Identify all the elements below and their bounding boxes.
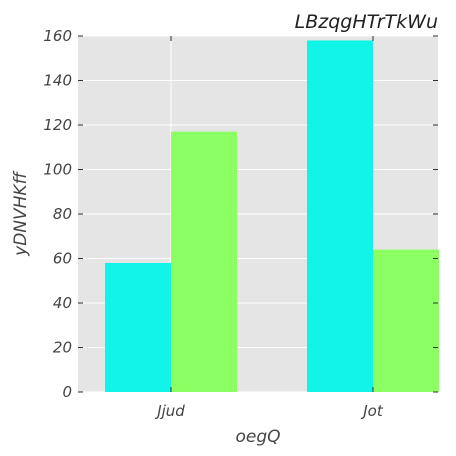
y-axis-label: yDNVHKff: [11, 170, 31, 256]
x-tick-label: Jot: [360, 402, 384, 420]
y-tick-label: 140: [43, 72, 72, 90]
y-tick-label: 160: [43, 27, 72, 45]
x-tick-label: Jjud: [154, 402, 185, 420]
chart-title: LBzqgHTrTkWu: [295, 11, 438, 33]
bar-series-2-jjud: [171, 131, 237, 393]
y-tick-label: 0: [62, 383, 72, 401]
bar-series-2-jot: [373, 249, 439, 392]
bar-series-1-jjud: [105, 262, 171, 392]
y-tick-label: 40: [53, 294, 72, 312]
y-tick-label: 60: [53, 250, 72, 268]
bars: [105, 40, 439, 393]
bar-series-1-jot: [307, 40, 373, 392]
y-tick-label: 20: [53, 339, 72, 357]
axes: 0 20 40 60 80 100 120 140 160 Jjud Jot: [43, 27, 438, 420]
y-tick-label: 100: [43, 161, 72, 179]
y-tick-label: 120: [43, 116, 72, 134]
x-axis-label: oegQ: [235, 427, 280, 447]
y-tick-label: 80: [53, 205, 72, 223]
